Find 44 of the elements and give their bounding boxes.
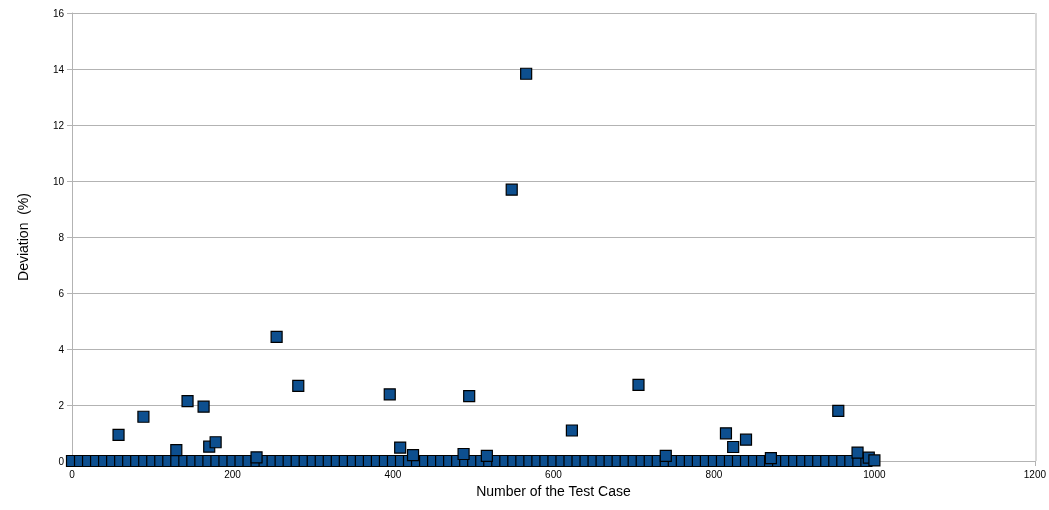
point (383, 388, 396, 401)
y-tick-label: 0 (58, 455, 65, 467)
y-tick-label: 2 (58, 399, 65, 411)
point (565, 424, 578, 437)
point (480, 449, 493, 463)
x-tick-label: 1200 (1023, 468, 1047, 480)
x-tick-label: 400 (384, 468, 402, 480)
point (181, 394, 194, 408)
point (250, 451, 263, 464)
x-tick-label: 200 (224, 468, 242, 480)
point (137, 410, 150, 423)
point (406, 449, 420, 462)
x-tick-label: 0 (69, 468, 76, 480)
point (505, 183, 518, 196)
point (270, 330, 283, 344)
y-tick-label: 12 (52, 119, 65, 131)
point (292, 379, 305, 393)
point (868, 454, 881, 467)
point (632, 378, 645, 391)
y-tick-label: 8 (58, 231, 65, 243)
y-tick-label: 16 (52, 7, 65, 19)
point (457, 447, 470, 461)
point (832, 404, 845, 417)
point (197, 400, 210, 413)
point (719, 427, 733, 440)
point (394, 441, 407, 454)
point (112, 428, 125, 442)
point (520, 67, 533, 80)
point (170, 443, 183, 457)
x-axis-title: Number of the Test Case (476, 482, 631, 499)
x-tick-label: 600 (545, 468, 563, 480)
point (739, 433, 753, 446)
y-axis-title: Deviation (%) (15, 193, 31, 281)
y-tick-label: 14 (52, 63, 65, 75)
point (463, 389, 476, 403)
y-tick-label: 10 (52, 175, 65, 187)
x-tick-label: 800 (705, 468, 723, 480)
point (209, 436, 222, 449)
point (851, 446, 864, 459)
point (727, 440, 740, 454)
point (659, 449, 672, 463)
y-tick-label: 6 (58, 287, 65, 299)
y-tick-label: 4 (58, 343, 65, 355)
x-tick-label: 1000 (863, 468, 886, 480)
